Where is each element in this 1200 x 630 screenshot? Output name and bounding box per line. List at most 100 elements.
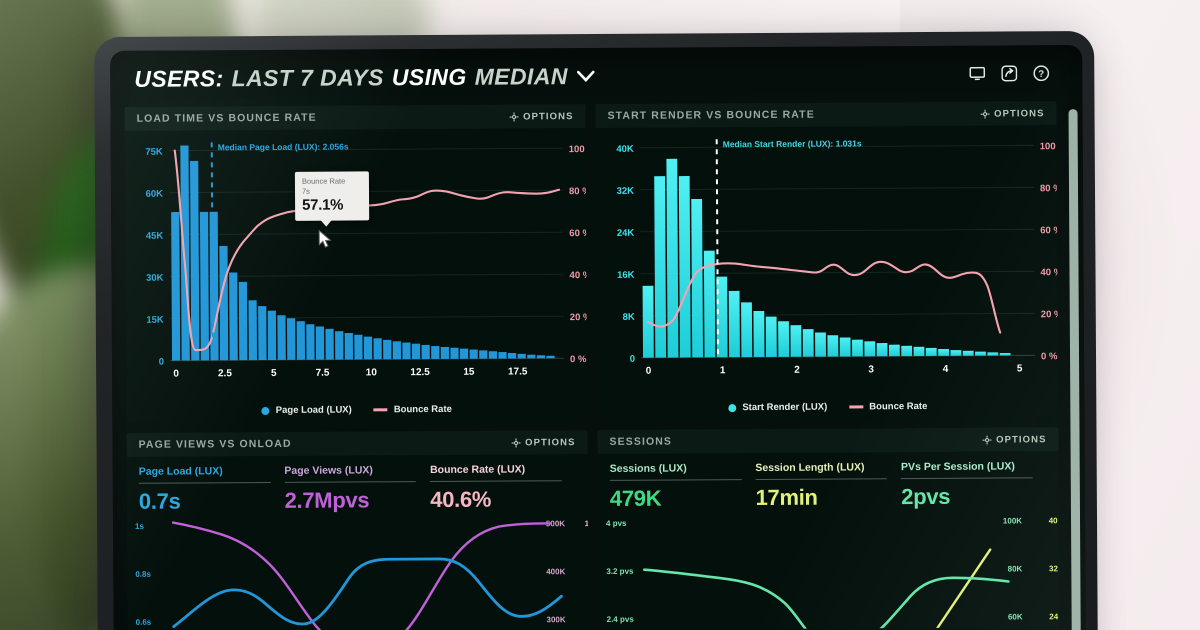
svg-text:0: 0 (173, 369, 179, 380)
panel-header: START RENDER VS BOUNCE RATE OPTIONS (595, 101, 1057, 128)
bar-series-start-render (642, 158, 1011, 358)
line-series-page-views (171, 521, 553, 630)
metric-divider (430, 480, 562, 483)
svg-text:60 %: 60 % (569, 228, 587, 239)
metric-card-page-load[interactable]: Page Load (LUX) 0.7s (139, 465, 285, 515)
svg-text:1: 1 (720, 365, 726, 376)
metric-card-pvs-per-session[interactable]: PVs Per Session (LUX) 2pvs (901, 460, 1047, 510)
tooltip-sub: 7s (301, 186, 310, 196)
title-prefix: USERS: (134, 64, 224, 92)
title-range[interactable]: LAST 7 DAYS (231, 63, 384, 91)
svg-text:5: 5 (271, 368, 277, 379)
metric-divider (138, 481, 271, 484)
legend-item[interactable]: Bounce Rate (849, 401, 927, 412)
svg-text:100%: 100% (585, 519, 589, 528)
median-label: Median Page Load (LUX): 2.056s (218, 142, 349, 153)
topbar-spacer (605, 74, 956, 76)
svg-text:24 min: 24 min (1049, 612, 1059, 621)
svg-text:60 %: 60 % (1040, 225, 1058, 236)
legend-line-icon (373, 408, 388, 412)
y-axis-right-k: 500K 400K 300K (546, 519, 566, 624)
chart-area-page-views[interactable]: 1s 0.8s 0.6s 500K 400K 300K 100%80%60% (127, 512, 589, 630)
svg-text:60K: 60K (1008, 612, 1023, 621)
svg-text:0 %: 0 % (1041, 351, 1058, 362)
svg-text:40 %: 40 % (1040, 267, 1058, 278)
title-using: USING (391, 63, 467, 90)
title-metric[interactable]: MEDIAN (474, 62, 568, 90)
options-label: OPTIONS (525, 436, 576, 448)
svg-text:2.4 pvs: 2.4 pvs (607, 615, 635, 624)
options-label: OPTIONS (523, 110, 574, 122)
chart-svg-sessions: 4 pvs 3.2 pvs 2.4 pvs 100K 80K 60K 40 min 32 … (606, 516, 1060, 630)
svg-text:12.5: 12.5 (410, 367, 430, 378)
legend-item[interactable]: Start Render (LUX) (728, 402, 827, 414)
gear-icon (509, 111, 519, 122)
options-label: OPTIONS (996, 433, 1047, 446)
y-axis-right: 100 % 80 % 60 % 40 % 20 % 0 % (569, 144, 588, 365)
line-series-sessions (643, 568, 1010, 630)
line-series-session-length (929, 548, 992, 630)
median-line (715, 139, 720, 358)
svg-text:20 %: 20 % (570, 312, 588, 323)
svg-text:32 min: 32 min (1049, 564, 1060, 573)
laptop-screen: USERS: LAST 7 DAYS USING MEDIAN ? (110, 45, 1086, 630)
metric-card-sessions[interactable]: Sessions (LUX) 479K (610, 462, 756, 512)
svg-text:5: 5 (1017, 363, 1023, 374)
chevron-down-icon[interactable] (576, 70, 595, 82)
options-button[interactable]: OPTIONS (980, 108, 1045, 119)
share-icon[interactable] (998, 62, 1020, 84)
svg-text:8K: 8K (623, 312, 635, 323)
svg-text:80K: 80K (1008, 564, 1023, 573)
svg-text:100 %: 100 % (1040, 141, 1059, 152)
metric-value: 479K (609, 485, 662, 511)
svg-text:30K: 30K (146, 273, 164, 284)
svg-text:3: 3 (868, 364, 874, 375)
options-button[interactable]: OPTIONS (511, 437, 576, 448)
panel-page-views-vs-onload: PAGE VIEWS VS ONLOAD OPTIONS (126, 430, 589, 630)
y-axis-right-pct: 100%80%60% (585, 519, 589, 528)
options-button[interactable]: OPTIONS (982, 434, 1047, 445)
legend-label: Start Render (LUX) (742, 401, 828, 414)
svg-text:?: ? (1038, 69, 1044, 80)
page-title: USERS: LAST 7 DAYS USING MEDIAN (134, 63, 595, 93)
options-button[interactable]: OPTIONS (509, 111, 574, 122)
svg-text:300K: 300K (546, 615, 565, 624)
metric-value: 40.6% (430, 486, 492, 513)
svg-text:1s: 1s (135, 522, 145, 531)
dashboard: USERS: LAST 7 DAYS USING MEDIAN ? (110, 45, 1086, 630)
chart-area-sessions[interactable]: 4 pvs 3.2 pvs 2.4 pvs 100K 80K 60K 40 min 32 … (598, 509, 1060, 630)
help-icon[interactable]: ? (1030, 62, 1052, 84)
median-label: Median Start Render (LUX): 1.031s (723, 138, 862, 149)
metric-card-session-length[interactable]: Session Length (LUX) 17min (755, 461, 901, 511)
svg-text:0: 0 (646, 366, 652, 377)
bar-series-page-load (171, 145, 555, 361)
svg-text:80 %: 80 % (1040, 183, 1058, 194)
dashboard-topbar: USERS: LAST 7 DAYS USING MEDIAN ? (120, 45, 1060, 107)
monitor-icon[interactable] (966, 63, 988, 85)
svg-text:4 pvs: 4 pvs (606, 519, 627, 528)
legend-dot-icon (261, 406, 270, 415)
svg-text:0.6s: 0.6s (136, 618, 152, 627)
median-line (210, 142, 215, 361)
laptop-device: USERS: LAST 7 DAYS USING MEDIAN ? (94, 30, 1098, 630)
svg-text:24K: 24K (617, 228, 635, 239)
svg-text:100K: 100K (1003, 516, 1022, 525)
metric-card-page-views[interactable]: Page Views (LUX) 2.7Mpvs (284, 464, 430, 514)
legend-item[interactable]: Bounce Rate (373, 404, 452, 415)
svg-text:20 %: 20 % (1041, 309, 1059, 320)
svg-text:2.5: 2.5 (218, 368, 232, 379)
x-axis-labels: 0 2.5 5 7.5 10 12.5 15 17.5 (173, 366, 528, 379)
legend-item[interactable]: Page Load (LUX) (261, 404, 352, 416)
panel-header: LOAD TIME VS BOUNCE RATE OPTIONS (124, 104, 586, 131)
svg-text:40K: 40K (616, 144, 634, 155)
panel-title: START RENDER VS BOUNCE RATE (607, 108, 815, 122)
metric-card-bounce-rate[interactable]: Bounce Rate (LUX) 40.6% (430, 463, 576, 513)
line-series-bounce-rate (647, 260, 1002, 334)
metric-label: Session Length (LUX) (755, 461, 865, 475)
panel-start-render-vs-bounce-rate: START RENDER VS BOUNCE RATE OPTIONS (595, 101, 1059, 420)
svg-text:80 %: 80 % (569, 186, 587, 197)
svg-text:7.5: 7.5 (316, 368, 330, 379)
panel-title: PAGE VIEWS VS ONLOAD (138, 437, 292, 451)
